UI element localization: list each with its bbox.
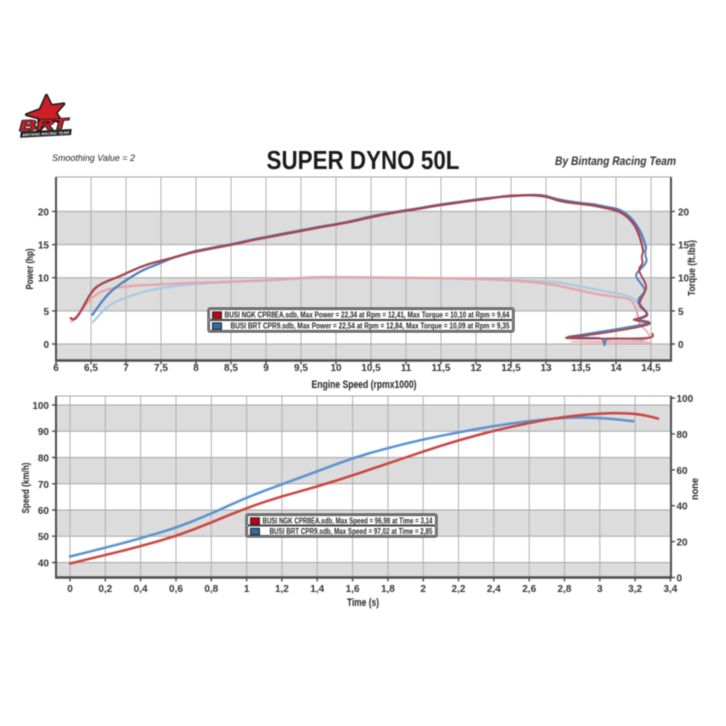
svg-text:5: 5 [43, 307, 49, 318]
svg-text:1,8: 1,8 [381, 584, 395, 595]
svg-text:40: 40 [38, 559, 50, 570]
svg-text:3,4: 3,4 [663, 584, 677, 595]
svg-text:SUPER DYNO 50L: SUPER DYNO 50L [267, 147, 460, 175]
svg-text:BUSI BRT CPR9.sdb, Max Power =: BUSI BRT CPR9.sdb, Max Power = 22,54 at … [231, 322, 510, 331]
svg-text:20: 20 [678, 207, 690, 218]
svg-text:0: 0 [43, 340, 49, 351]
svg-text:10: 10 [38, 274, 50, 285]
svg-text:1,2: 1,2 [275, 584, 289, 595]
svg-text:2: 2 [420, 584, 426, 595]
svg-text:50: 50 [38, 532, 50, 543]
svg-text:14,5: 14,5 [641, 363, 661, 374]
svg-text:0: 0 [67, 584, 73, 595]
svg-text:13,5: 13,5 [571, 363, 591, 374]
svg-text:12: 12 [470, 363, 482, 374]
svg-text:Engine Speed (rpmx1000): Engine Speed (rpmx1000) [312, 379, 417, 391]
svg-text:1: 1 [244, 584, 250, 595]
svg-text:Time (s): Time (s) [347, 597, 379, 609]
svg-text:3: 3 [597, 584, 603, 595]
svg-text:15: 15 [678, 241, 690, 252]
svg-text:By Bintang Racing Team: By Bintang Racing Team [555, 156, 676, 168]
svg-text:none: none [690, 478, 701, 500]
svg-text:BUSI NGK CPR8EA.sdb, Max Speed: BUSI NGK CPR8EA.sdb, Max Speed = 96,98 a… [263, 517, 433, 526]
svg-text:BUSI BRT CPR9.sdb, Max Speed =: BUSI BRT CPR9.sdb, Max Speed = 97,02 at … [270, 527, 433, 536]
svg-text:Power (hp): Power (hp) [25, 249, 36, 290]
svg-text:0,4: 0,4 [134, 584, 148, 595]
svg-text:3,2: 3,2 [628, 584, 642, 595]
svg-text:6,5: 6,5 [84, 363, 98, 374]
svg-text:2,6: 2,6 [522, 584, 536, 595]
svg-text:13: 13 [540, 363, 552, 374]
svg-text:100: 100 [677, 394, 694, 405]
svg-text:80: 80 [677, 430, 689, 441]
svg-text:90: 90 [38, 427, 50, 438]
svg-text:10: 10 [678, 274, 690, 285]
svg-text:Torque (ft.lbs): Torque (ft.lbs) [687, 240, 698, 296]
svg-text:14: 14 [610, 363, 622, 374]
svg-text:BUSI NGK CPR8EA.sdb, Max Power: BUSI NGK CPR8EA.sdb, Max Power = 22,34 a… [225, 311, 510, 320]
svg-text:7: 7 [123, 363, 129, 374]
svg-text:60: 60 [38, 506, 50, 517]
svg-text:1,6: 1,6 [346, 584, 360, 595]
svg-text:Smoothing Value = 2: Smoothing Value = 2 [52, 153, 136, 164]
svg-text:5: 5 [678, 307, 684, 318]
svg-text:11: 11 [401, 363, 412, 374]
svg-text:2,2: 2,2 [452, 584, 466, 595]
svg-text:15: 15 [38, 241, 50, 252]
svg-text:12,5: 12,5 [501, 363, 521, 374]
svg-text:60: 60 [677, 466, 689, 477]
svg-text:8: 8 [193, 363, 199, 374]
svg-text:10: 10 [330, 363, 342, 374]
svg-text:9,5: 9,5 [294, 363, 308, 374]
svg-text:40: 40 [677, 502, 689, 513]
svg-text:70: 70 [38, 480, 50, 491]
svg-text:9: 9 [263, 363, 269, 374]
svg-text:80: 80 [38, 454, 50, 465]
svg-text:10,5: 10,5 [361, 363, 381, 374]
svg-text:0,8: 0,8 [204, 584, 218, 595]
svg-text:0,6: 0,6 [169, 584, 183, 595]
svg-text:1,4: 1,4 [310, 584, 324, 595]
svg-text:100: 100 [32, 401, 49, 412]
svg-text:0: 0 [677, 574, 683, 585]
svg-text:2,8: 2,8 [558, 584, 572, 595]
svg-text:BINTANG RACING TEAM: BINTANG RACING TEAM [22, 130, 70, 137]
svg-text:0: 0 [678, 340, 684, 351]
svg-text:11,5: 11,5 [432, 363, 451, 374]
svg-text:6: 6 [53, 363, 59, 374]
svg-text:2,4: 2,4 [487, 584, 501, 595]
svg-text:8,5: 8,5 [224, 363, 238, 374]
svg-text:20: 20 [677, 538, 689, 549]
svg-text:0,2: 0,2 [98, 584, 112, 595]
svg-text:Speed (km/h): Speed (km/h) [21, 463, 32, 514]
svg-text:7,5: 7,5 [154, 363, 168, 374]
svg-text:20: 20 [38, 207, 50, 218]
